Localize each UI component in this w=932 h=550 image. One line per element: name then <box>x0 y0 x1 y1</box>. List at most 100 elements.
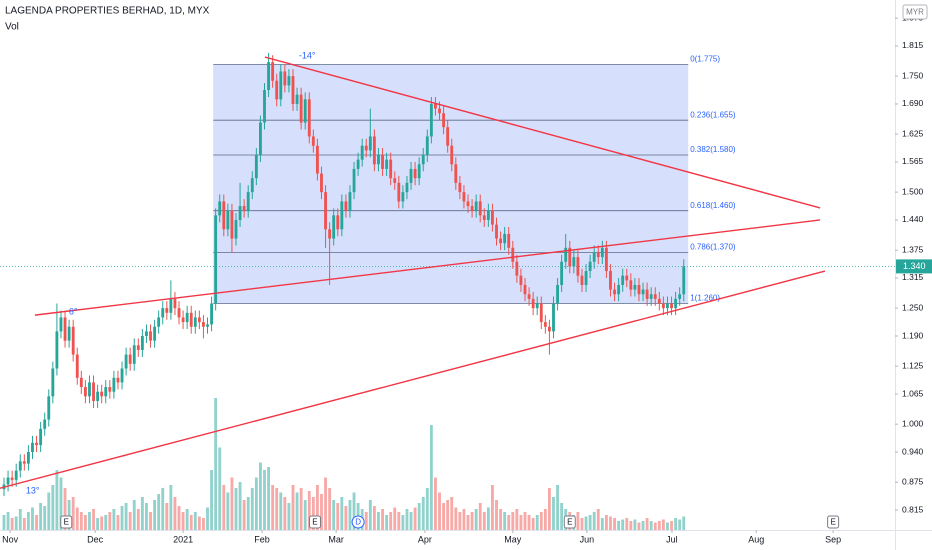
candle-body <box>254 155 258 179</box>
event-marker <box>308 515 321 529</box>
trend-line <box>264 56 821 209</box>
event-label: D <box>355 518 361 527</box>
fib-label: 0.382(1.580) <box>690 145 736 154</box>
candle-body <box>14 470 18 480</box>
candle-body <box>519 275 523 285</box>
fib-label: 0(1.775) <box>690 55 720 64</box>
candle-body <box>621 275 625 285</box>
volume-bar <box>206 507 209 530</box>
volume-bar <box>393 507 397 530</box>
candle-body <box>409 168 413 183</box>
volume-bar <box>79 512 83 530</box>
candle-body <box>218 201 222 216</box>
volume-bar <box>539 512 543 530</box>
candle-body <box>283 71 287 86</box>
volume-bar <box>645 518 649 530</box>
candle-body <box>454 164 458 183</box>
candle-body <box>31 442 34 453</box>
candle-body <box>214 215 218 304</box>
candle-body <box>446 127 450 146</box>
volume-bar <box>450 497 454 530</box>
candle-body <box>670 303 673 309</box>
event-marker <box>827 515 840 529</box>
candle-body <box>653 294 657 299</box>
volume-bar <box>39 503 43 530</box>
candle-body <box>108 387 112 392</box>
volume-bar <box>136 509 140 530</box>
volume-bar <box>311 497 315 530</box>
candle-body <box>600 247 604 258</box>
volume-bar <box>238 482 242 530</box>
currency-box <box>902 4 928 20</box>
candle-body <box>295 94 299 104</box>
chart-title: LAGENDA PROPERTIES BERHAD, 1D, MYX <box>5 6 210 17</box>
volume-bar <box>604 515 608 530</box>
candle-body <box>161 308 165 318</box>
volume-bar <box>352 492 356 530</box>
volume-bar <box>446 500 450 530</box>
candle-body <box>328 229 332 239</box>
candle-body <box>625 275 629 281</box>
volume-bar <box>83 515 87 530</box>
volume-bar <box>258 462 262 530</box>
candle-body <box>641 289 645 295</box>
volume-bar <box>145 503 148 530</box>
candle-body <box>397 182 401 202</box>
candle-body <box>381 155 384 169</box>
candle-layer <box>2 52 686 497</box>
candle-body <box>633 284 637 290</box>
volume-bar <box>100 516 104 530</box>
volume-bar <box>6 512 10 530</box>
candle-body <box>425 136 429 156</box>
volume-bar <box>617 521 621 530</box>
volume-bar <box>409 512 413 530</box>
event-label: E <box>830 518 835 527</box>
candle-body <box>258 122 262 156</box>
candle-body <box>96 391 100 401</box>
volume-bar <box>653 522 657 530</box>
volume-bar <box>434 477 437 530</box>
volume-bar <box>661 519 665 530</box>
volume-bar <box>657 521 661 530</box>
candle-body <box>47 396 51 420</box>
y-tick-label: 1.625 <box>902 128 924 138</box>
event-marker <box>563 515 576 529</box>
volume-bar <box>112 509 116 530</box>
y-tick-label: 0.815 <box>902 504 924 514</box>
candle-body <box>132 345 136 364</box>
volume-bar <box>332 500 336 530</box>
candle-body <box>120 368 124 383</box>
candle-body <box>458 182 462 193</box>
volume-bar <box>682 516 686 530</box>
candle-body <box>275 80 279 100</box>
last-price-label: 1.340 <box>903 261 926 271</box>
volume-bar <box>466 515 470 530</box>
volume-bar <box>666 522 669 530</box>
candle-body <box>649 294 653 299</box>
volume-bar <box>128 512 132 530</box>
volume-bar <box>315 485 319 530</box>
volume-bar <box>14 516 18 530</box>
candle-body <box>377 155 380 165</box>
volume-bar <box>486 507 490 530</box>
volume-bar <box>478 503 482 530</box>
candle-body <box>629 280 633 290</box>
candle-body <box>617 284 621 295</box>
volume-bar <box>425 488 429 530</box>
volume-bar <box>132 500 136 530</box>
x-tick-label: Aug <box>748 534 764 544</box>
volume-bar <box>389 512 393 530</box>
volume-title: Vol <box>5 22 19 33</box>
volume-bar <box>499 509 503 530</box>
volume-bar <box>336 503 340 530</box>
fib-label: 1(1.260) <box>690 294 720 303</box>
volume-bar <box>71 497 75 530</box>
candle-body <box>661 303 665 309</box>
volume-bar <box>185 509 189 530</box>
event-label: E <box>567 518 572 527</box>
volume-bar <box>348 500 352 530</box>
volume-bar <box>320 494 323 530</box>
candle-body <box>556 284 559 304</box>
volume-bar <box>397 512 401 530</box>
